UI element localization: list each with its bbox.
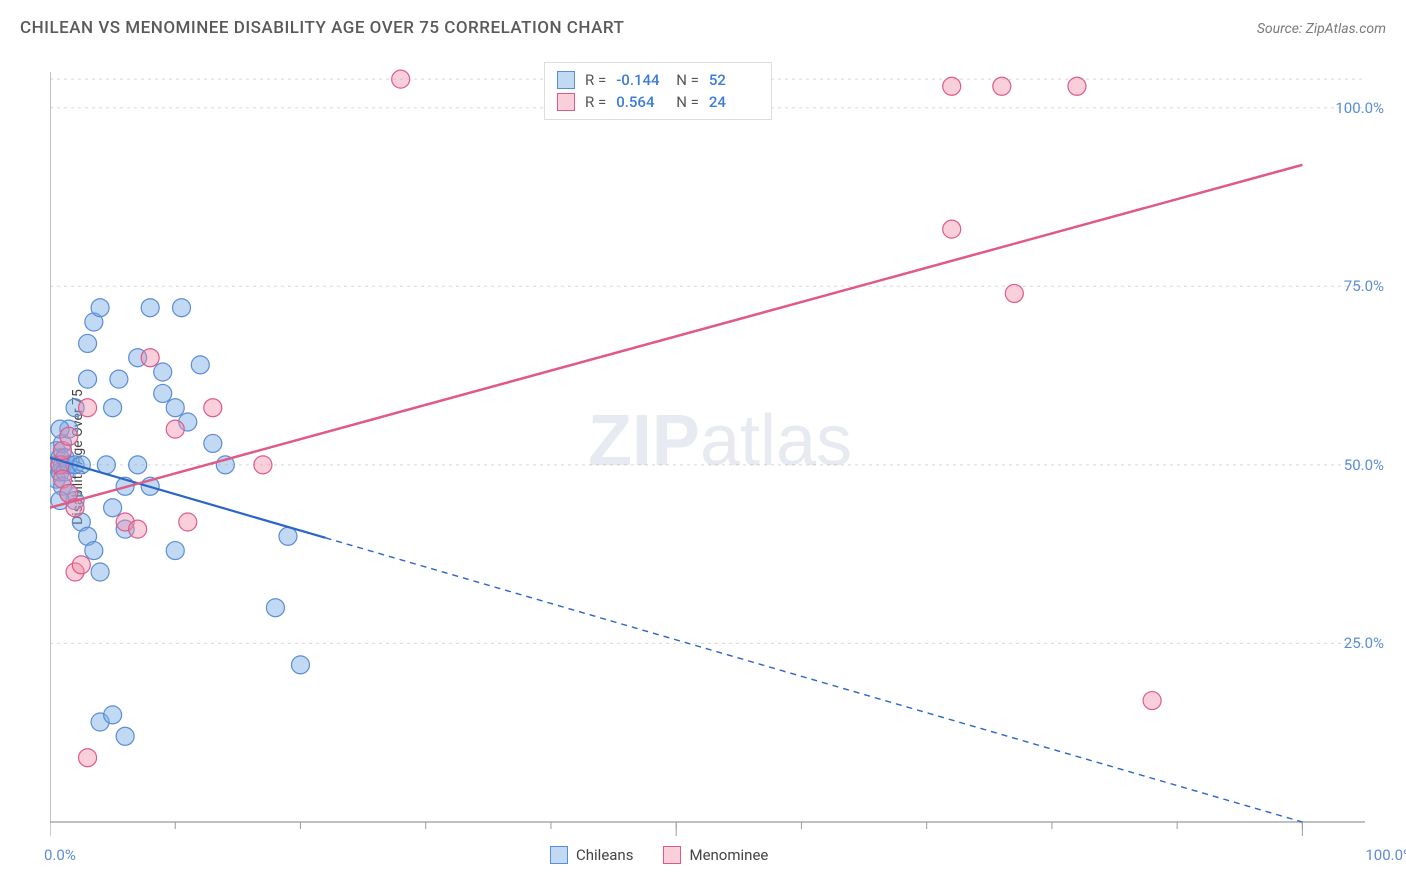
correlation-legend: R = -0.144 N = 52 R = 0.564 N = 24 (544, 62, 772, 120)
r-label: R = (585, 93, 606, 111)
chart-area: Disability Age Over 75 ZIPatlas R =-0.14… (50, 52, 1390, 862)
y-tick-label: 25.0% (1344, 634, 1384, 652)
r-value: -0.144 (616, 71, 666, 89)
legend-item: Chileans (550, 846, 633, 864)
y-tick-label: 75.0% (1344, 277, 1384, 295)
legend-label: Menominee (689, 846, 768, 864)
y-tick-label: 50.0% (1344, 456, 1384, 474)
source-label: Source: ZipAtlas.com (1257, 21, 1386, 37)
legend-swatch (663, 846, 681, 864)
legend-label: Chileans (576, 846, 633, 864)
legend-swatch (550, 846, 568, 864)
chart-title: CHILEAN VS MENOMINEE DISABILITY AGE OVER… (20, 18, 624, 38)
legend-swatch (557, 93, 575, 111)
n-value: 52 (709, 71, 759, 89)
x-axis-min-label: 0.0% (44, 846, 76, 864)
n-label: N = (676, 93, 699, 111)
x-axis-max-label: 100.0% (1365, 846, 1406, 864)
y-tick-label: 100.0% (1335, 99, 1384, 117)
legend-swatch (557, 71, 575, 89)
r-value: 0.564 (616, 93, 666, 111)
series-legend: Chileans Menominee (550, 846, 768, 864)
n-value: 24 (709, 93, 759, 111)
n-label: N = (676, 71, 699, 89)
legend-item: Menominee (663, 846, 768, 864)
r-label: R = (585, 71, 606, 89)
scatter-plot (50, 52, 1390, 862)
